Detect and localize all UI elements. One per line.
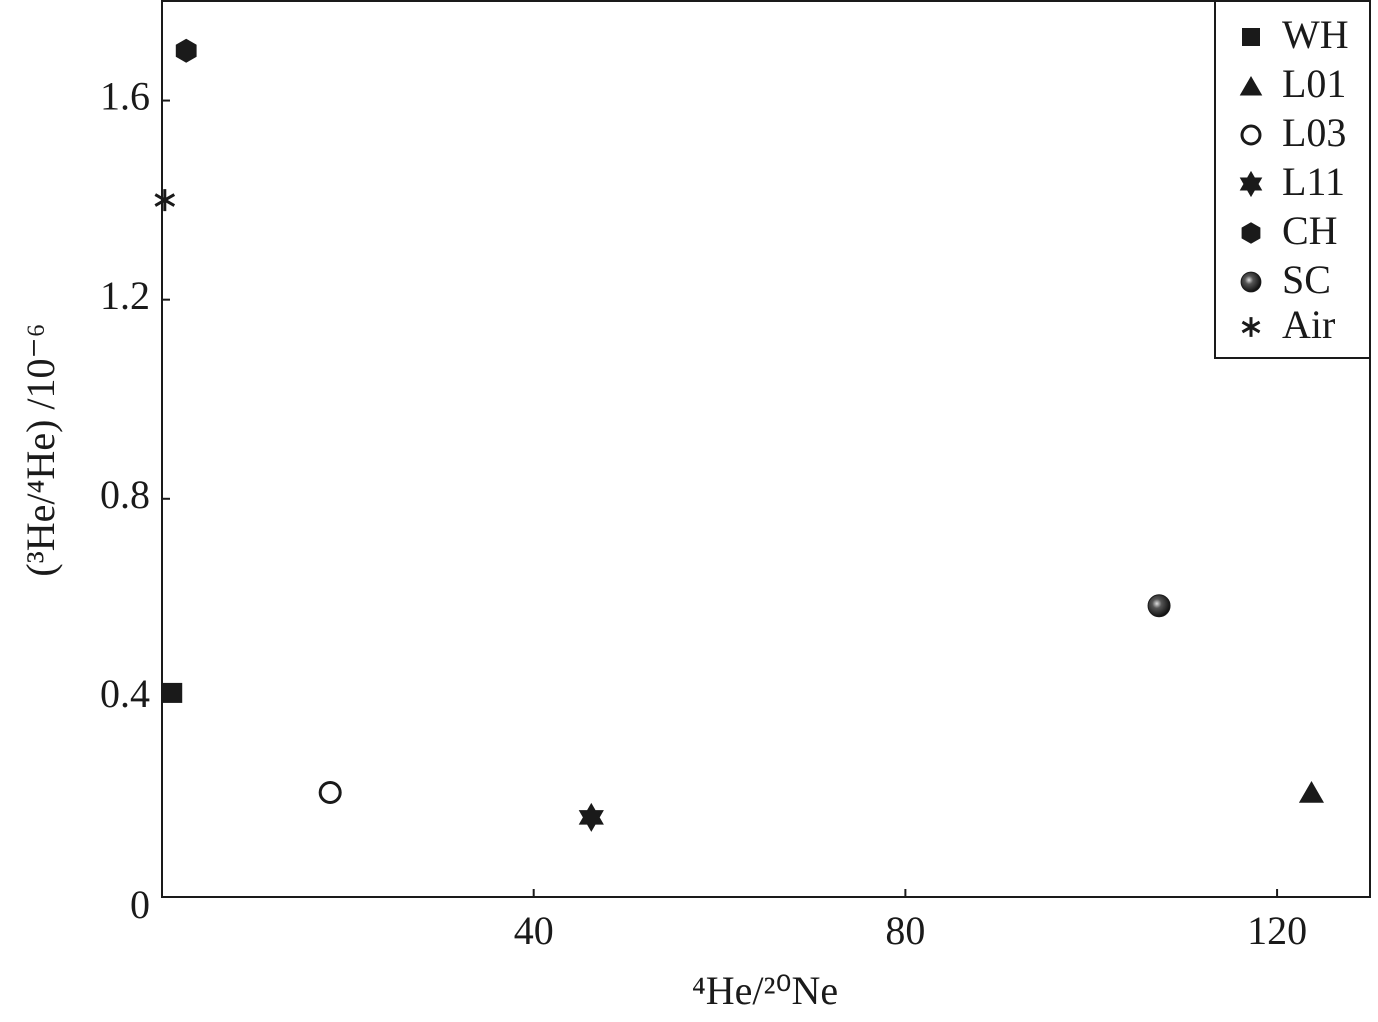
y-tick-label: 0.4 [100,671,150,716]
y-tick-label: 1.6 [100,74,150,119]
legend-label: SC [1282,257,1331,302]
y-tick-label: 0 [130,882,150,927]
marker-triangle [1239,76,1263,96]
x-tick-label: 120 [1247,908,1307,953]
y-tick-label: 0.8 [100,472,150,517]
marker-hexagon [175,38,197,63]
legend-label: CH [1282,208,1338,253]
marker-triangle [1298,781,1324,803]
marker-hexagon [1241,222,1261,244]
x-axis-label: ⁴He/²⁰Ne [692,968,838,1013]
marker-square [1242,28,1260,46]
marker-star [1239,170,1263,198]
x-tick-label: 40 [514,908,554,953]
legend-label: L11 [1282,159,1345,204]
y-axis-label: (³He/⁴He) /10⁻⁶ [18,323,63,576]
marker-square [162,682,183,703]
marker-asterisk [154,189,176,212]
marker-circle [318,780,342,804]
legend-box [1214,0,1371,359]
marker-star [578,802,604,832]
marker-circle [1240,124,1262,146]
plot-frame [161,0,1371,898]
legend-label: WH [1282,12,1349,57]
legend-label: L03 [1282,110,1346,155]
marker-asterisk [1241,317,1261,337]
legend-label: L01 [1282,61,1346,106]
y-tick-label: 1.2 [100,273,150,318]
x-tick-label: 80 [885,908,925,953]
marker-sphere [1240,271,1262,293]
marker-sphere [1147,594,1171,618]
legend-label: Air [1282,302,1335,347]
